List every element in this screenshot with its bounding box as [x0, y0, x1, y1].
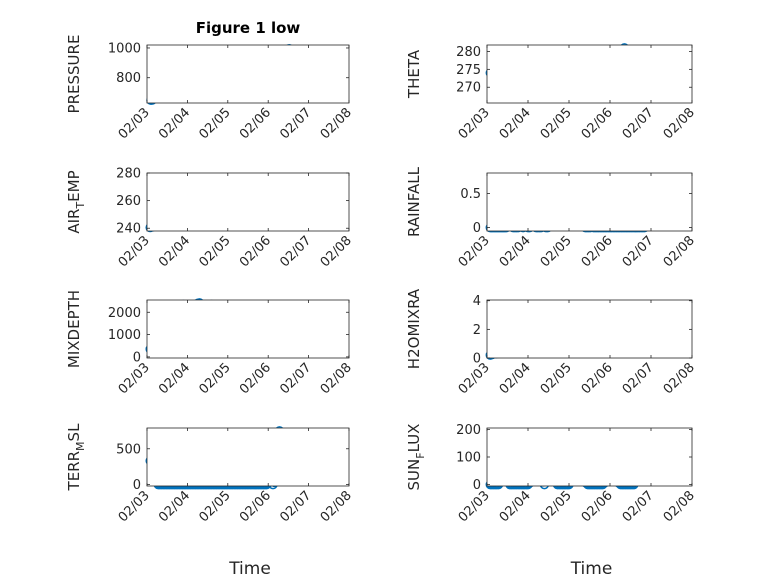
x-tick-label: 02/05 — [197, 233, 234, 270]
y-tick-label: 0 — [473, 221, 481, 236]
x-tick-label: 02/05 — [538, 105, 575, 142]
figure-title: Figure 1 low — [196, 19, 301, 37]
x-tick-label: 02/07 — [277, 360, 314, 397]
y-tick-label: 200 — [456, 423, 481, 438]
x-tick-label: 02/05 — [197, 488, 234, 525]
y-axis-label: THETA — [405, 49, 423, 99]
subplot-airemp: 240 260 280 02/03 02/04 02/05 02/06 02/07 02/08 A… — [65, 167, 355, 271]
x-tick-label: 02/05 — [538, 233, 575, 270]
x-axis-label: Time — [570, 559, 613, 579]
y-tick-label: 2000 — [108, 306, 141, 321]
y-tick-label: 0.5 — [460, 187, 481, 202]
y-axis-label: AIRTEMP — [65, 170, 87, 233]
x-tick-label: 02/08 — [661, 488, 698, 525]
x-tick-label: 02/03 — [116, 488, 153, 525]
x-tick-label: 02/03 — [116, 233, 153, 270]
axes-box — [486, 299, 693, 359]
x-tick-label: 02/06 — [237, 488, 274, 525]
y-axis-label: H2OMIXRA — [405, 288, 423, 369]
x-tick-label: 02/08 — [661, 360, 698, 397]
subplot-terrsl: 0 500 02/03 02/04 02/05 02/06 02/07 02/08 TERRMS… — [65, 423, 355, 579]
x-tick-label: 02/08 — [318, 105, 355, 142]
x-tick-label: 02/05 — [197, 105, 234, 142]
y-tick-label: 240 — [116, 222, 141, 237]
x-tick-label: 02/04 — [156, 488, 193, 525]
y-tick-label: 0 — [473, 352, 481, 367]
y-tick-label: 1000 — [108, 328, 141, 343]
subplot-theta: 270 275 280 02/03 02/04 02/05 02/06 02/07 02/08 T… — [405, 43, 698, 142]
y-tick-label: 270 — [456, 81, 481, 96]
x-tick-label: 02/03 — [456, 105, 493, 142]
x-tick-label: 02/04 — [156, 360, 193, 397]
x-tick-label: 02/04 — [497, 105, 534, 142]
y-tick-label: 800 — [116, 71, 141, 86]
x-tick-label: 02/03 — [116, 360, 153, 397]
x-tick-label: 02/06 — [579, 488, 616, 525]
y-tick-label: 1000 — [108, 41, 141, 56]
y-tick-label: 2 — [473, 323, 481, 338]
x-tick-label: 02/07 — [620, 488, 657, 525]
y-tick-label: 500 — [116, 442, 141, 457]
x-tick-label: 02/03 — [116, 105, 153, 142]
y-axis-label: MIXDEPTH — [65, 290, 83, 368]
axes-box — [486, 172, 693, 232]
x-tick-label: 02/08 — [318, 233, 355, 270]
x-tick-label: 02/05 — [197, 360, 234, 397]
y-tick-label: 4 — [473, 294, 481, 309]
x-tick-label: 02/03 — [456, 488, 493, 525]
y-tick-label: 280 — [116, 167, 141, 182]
subplot-mixdepth: 0 1000 2000 02/03 02/04 02/05 02/06 02/07 02/08 M… — [65, 290, 355, 397]
x-tick-label: 02/06 — [579, 105, 616, 142]
x-tick-label: 02/04 — [156, 105, 193, 142]
axes-box — [486, 427, 693, 487]
axes-box — [146, 44, 350, 104]
y-tick-label: 100 — [456, 451, 481, 466]
x-tick-label: 02/06 — [579, 360, 616, 397]
x-tick-label: 02/06 — [237, 105, 274, 142]
y-tick-label: 260 — [116, 194, 141, 209]
x-tick-label: 02/06 — [237, 360, 274, 397]
x-tick-label: 02/06 — [579, 233, 616, 270]
axes-box — [146, 172, 350, 232]
x-tick-label: 02/08 — [661, 105, 698, 142]
axes-box — [486, 44, 693, 104]
axes-box — [146, 427, 350, 487]
y-axis-label: SUNFLUX — [405, 424, 427, 491]
x-tick-label: 02/05 — [538, 360, 575, 397]
x-tick-label: 02/07 — [620, 105, 657, 142]
x-tick-label: 02/06 — [237, 233, 274, 270]
x-tick-label: 02/04 — [497, 233, 534, 270]
y-tick-label: 0 — [133, 478, 141, 493]
x-tick-label: 02/07 — [277, 105, 314, 142]
x-tick-label: 02/08 — [318, 360, 355, 397]
y-tick-label: 0 — [473, 478, 481, 493]
x-tick-label: 02/04 — [497, 488, 534, 525]
x-tick-label: 02/05 — [538, 488, 575, 525]
x-axis-label: Time — [228, 559, 271, 579]
x-tick-label: 02/08 — [661, 233, 698, 270]
y-axis-label: PRESSURE — [65, 35, 83, 114]
x-tick-label: 02/08 — [318, 488, 355, 525]
x-tick-label: 02/04 — [156, 233, 193, 270]
axes-box — [146, 299, 350, 359]
x-tick-label: 02/07 — [620, 233, 657, 270]
y-axis-label: TERRMSL — [65, 423, 87, 492]
y-tick-label: 0 — [133, 350, 141, 365]
subplot-rainfall: 0 0.5 02/03 02/04 02/05 02/06 02/07 02/08 RAINFA… — [405, 166, 698, 270]
x-tick-label: 02/07 — [277, 233, 314, 270]
x-tick-label: 02/07 — [277, 488, 314, 525]
x-tick-label: 02/07 — [620, 360, 657, 397]
subplot-sunlux: 0 100 200 02/03 02/04 02/05 02/06 02/07 02/08 SUN… — [405, 423, 698, 579]
y-tick-label: 275 — [456, 63, 481, 78]
subplot-pressure: 800 1000 02/03 02/04 02/05 02/06 02/07 02/08 PRE… — [65, 19, 355, 142]
x-tick-label: 02/04 — [497, 360, 534, 397]
y-axis-label: RAINFALL — [405, 166, 423, 237]
x-tick-label: 02/03 — [456, 233, 493, 270]
y-tick-label: 280 — [456, 45, 481, 60]
